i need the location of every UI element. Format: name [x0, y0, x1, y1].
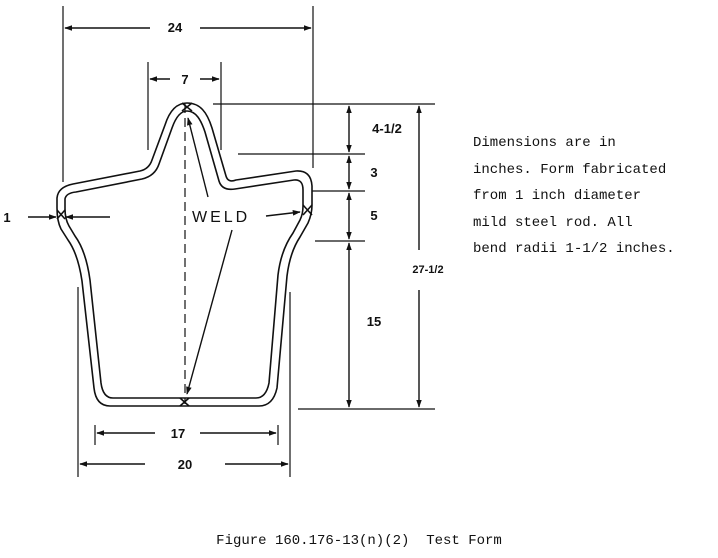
rod-outer-outline — [56, 102, 313, 407]
dim-label-27-1-2: 27-1/2 — [412, 264, 443, 276]
dim-label-4-1-2: 4-1/2 — [372, 121, 402, 136]
weld-mark-left — [56, 209, 66, 220]
dim-label-24: 24 — [168, 20, 183, 35]
dim-label-15: 15 — [367, 314, 381, 329]
note-line: Dimensions are in — [473, 135, 616, 151]
dim-label-1: 1 — [3, 210, 10, 225]
weld-leader-bottom — [186, 229, 233, 395]
weld-leader-right — [265, 210, 301, 217]
dim-label-3: 3 — [370, 165, 377, 180]
dim-label-7: 7 — [181, 72, 188, 87]
dim-label-20: 20 — [178, 457, 192, 472]
note-line: bend radii 1-1/2 inches. — [473, 241, 675, 257]
weld-label: WELD — [192, 209, 250, 226]
note-line: mild steel rod. All — [473, 214, 633, 231]
dimension-notes: Dimensions are in inches. Form fabricate… — [473, 130, 718, 263]
note-line: inches. Form fabricated — [473, 161, 667, 178]
weld-mark-right — [302, 204, 313, 216]
dim-label-17: 17 — [171, 426, 185, 441]
note-line: from 1 inch diameter — [473, 188, 642, 204]
weld-leaders — [186, 117, 301, 395]
dim-label-5: 5 — [370, 208, 377, 223]
dimension-lines — [28, 25, 422, 467]
weld-mark-top — [181, 102, 193, 112]
weld-leader-top — [187, 117, 209, 198]
figure-caption: Figure 160.176-13(n)(2) Test Form — [216, 533, 502, 549]
extension-lines — [62, 6, 435, 477]
